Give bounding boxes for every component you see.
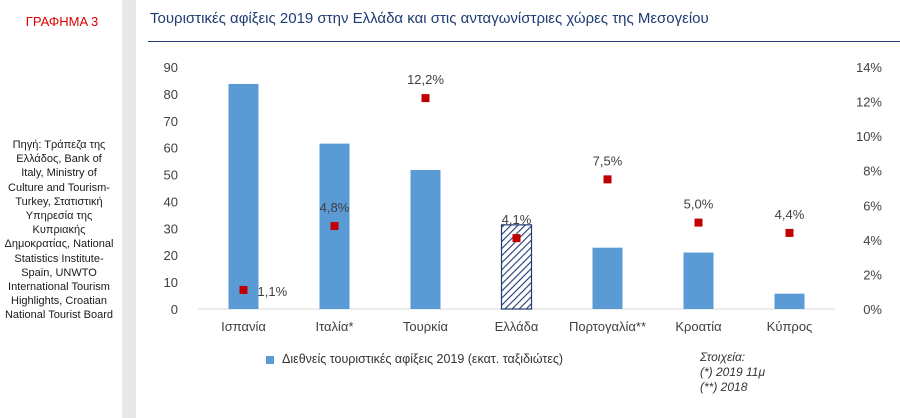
right-tick-label: 10% <box>856 129 882 144</box>
right-tick-label: 2% <box>863 267 882 282</box>
sidebar-divider <box>122 0 136 418</box>
marker-data-label: 12,2% <box>407 72 444 87</box>
marker-point <box>421 94 430 103</box>
chart-title: Τουριστικές αφίξεις 2019 στην Ελλάδα και… <box>150 10 709 27</box>
right-axis: 0% 2% 4% 6% 8% 10% 12% 14% <box>856 60 882 317</box>
marker-point <box>512 234 521 243</box>
figure-label: ΓΡΑΦΗΜΑ 3 <box>25 14 99 29</box>
legend-swatch <box>266 355 274 364</box>
left-axis: 0 10 20 30 40 50 60 70 80 90 <box>164 60 835 317</box>
marker-data-label: 1,1% <box>258 284 288 299</box>
right-tick-label: 12% <box>856 95 882 110</box>
marker-point <box>603 175 612 184</box>
x-axis-labels: Ισπανία Ιταλία* Τουρκία Ελλάδα Πορτογαλία** Κ… <box>221 319 812 334</box>
left-tick-label: 10 <box>164 275 178 290</box>
left-tick-label: 60 <box>164 141 178 156</box>
left-tick-label: 40 <box>164 194 178 209</box>
left-tick-label: 70 <box>164 114 178 129</box>
x-tick-label: Πορτογαλία** <box>569 319 646 334</box>
right-tick-label: 6% <box>863 198 882 213</box>
marker-data-label: 4,8% <box>320 200 350 215</box>
notes-line-2: (**) 2018 <box>700 380 748 394</box>
marker-data-label: 5,0% <box>684 197 714 212</box>
marker-data-label: 4,4% <box>775 207 805 222</box>
bar <box>592 247 623 309</box>
sidebar: ΓΡΑΦΗΜΑ 3 Πηγή: Τράπεζα της Ελλάδος, Ban… <box>0 0 122 418</box>
bar <box>683 252 714 309</box>
left-tick-label: 80 <box>164 87 178 102</box>
notes-line-1: (*) 2019 11μ <box>700 365 766 379</box>
bar <box>228 83 259 309</box>
x-tick-label: Κροατία <box>675 319 722 334</box>
marker-point <box>785 228 794 237</box>
left-tick-label: 50 <box>164 168 178 183</box>
marker-point <box>330 222 339 231</box>
marker-point <box>239 285 248 294</box>
data-notes: Στοιχεία: (*) 2019 11μ (**) 2018 <box>700 350 765 395</box>
right-tick-label: 14% <box>856 60 882 75</box>
x-tick-label: Ισπανία <box>221 319 266 334</box>
chart-legend: Διεθνείς τουριστικές αφίξεις 2019 (εκατ.… <box>266 352 563 366</box>
x-tick-label: Κύπρος <box>767 319 813 334</box>
legend-label: Διεθνείς τουριστικές αφίξεις 2019 (εκατ.… <box>282 352 564 366</box>
left-tick-label: 30 <box>164 221 178 236</box>
title-underline <box>148 41 900 42</box>
x-tick-label: Ελλάδα <box>495 319 539 334</box>
marker-point <box>694 218 703 227</box>
bar <box>774 293 805 309</box>
bar <box>410 169 441 309</box>
right-tick-label: 4% <box>863 233 882 248</box>
marker-data-label: 7,5% <box>593 153 623 168</box>
left-tick-label: 20 <box>164 248 178 263</box>
marker-series: 1,1% 4,8% 12,2% 4,1% 7,5% 5,0% 4,4% <box>239 72 805 299</box>
left-tick-label: 90 <box>164 60 178 75</box>
right-tick-label: 0% <box>863 302 882 317</box>
left-tick-label: 0 <box>171 302 178 317</box>
marker-data-label: 4,1% <box>502 212 532 227</box>
notes-heading: Στοιχεία: <box>700 350 746 364</box>
x-tick-label: Ιταλία* <box>315 319 353 334</box>
right-tick-label: 8% <box>863 164 882 179</box>
x-tick-label: Τουρκία <box>403 319 449 334</box>
bar-series <box>228 83 805 310</box>
source-note: Πηγή: Τράπεζα της Ελλάδος, Bank of Italy… <box>4 139 114 322</box>
